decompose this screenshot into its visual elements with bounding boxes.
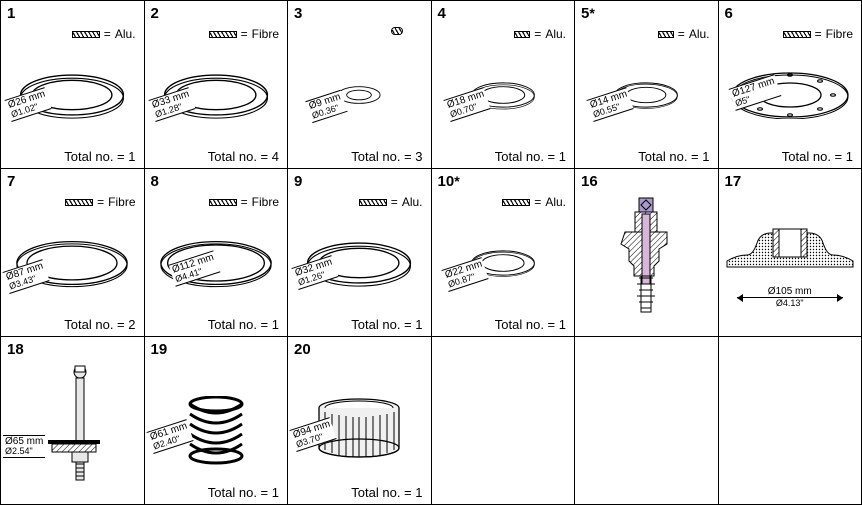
dimension-label: Ø14 mmØ0.55" bbox=[586, 87, 633, 122]
parts-grid: 1 = Alu. Ø26 mmØ1.02" Total no. = 1 2 = … bbox=[0, 0, 862, 505]
dimension-label: Ø22 mmØ0.87" bbox=[441, 257, 488, 292]
blank-cell bbox=[432, 337, 576, 505]
part-number: 16 bbox=[581, 173, 598, 190]
cell-3: 3 Ø9 mmØ0.36" Total no. = 3 bbox=[288, 1, 432, 169]
dimension-label: Ø26 mmØ1.02" bbox=[4, 87, 51, 122]
dimension-label: Ø105 mm Ø4.13" bbox=[737, 286, 844, 308]
cell-7: 7 = Fibre Ø87 mmØ3.43" Total no. = 2 bbox=[1, 169, 145, 337]
cell-10: 10* = Alu. Ø22 mmØ0.87" Total no. = 1 bbox=[432, 169, 576, 337]
dimension-label: Ø33 mmØ1.28" bbox=[148, 87, 195, 122]
hatch-icon bbox=[514, 31, 530, 38]
part-number: 7 bbox=[7, 173, 15, 190]
hatch-icon bbox=[502, 199, 530, 206]
stem-assembly-icon bbox=[42, 364, 102, 484]
part-number: 19 bbox=[151, 341, 168, 358]
cell-19: 19 Ø61 mmØ2.40" Total no. = 1 bbox=[145, 337, 289, 505]
cell-4: 4 = Alu. Ø18 mmØ0.70" Total no. = 1 bbox=[432, 1, 576, 169]
dimension-label: Ø32 mmØ1.26" bbox=[291, 255, 338, 290]
total-count: Total no. = 1 bbox=[208, 485, 279, 500]
hatch-icon bbox=[391, 27, 403, 35]
hatch-icon bbox=[783, 31, 811, 38]
total-count: Total no. = 1 bbox=[638, 149, 709, 164]
hatch-icon bbox=[209, 199, 237, 206]
cell-17: 17 Ø105 mm Ø4.13" bbox=[719, 169, 862, 337]
material-label bbox=[391, 27, 403, 35]
material-label: = Alu. bbox=[502, 195, 566, 209]
material-label: = Fibre bbox=[65, 195, 135, 209]
hatch-icon bbox=[359, 199, 387, 206]
total-count: Total no. = 1 bbox=[495, 149, 566, 164]
hatch-icon bbox=[72, 31, 100, 38]
total-count: Total no. = 1 bbox=[208, 317, 279, 332]
total-count: Total no. = 1 bbox=[64, 149, 135, 164]
cell-18: 18 Ø65 mmØ2.54" bbox=[1, 337, 145, 505]
part-number: 2 bbox=[151, 5, 159, 22]
cell-5: 5* = Alu. Ø14 mmØ0.55" Total no. = 1 bbox=[575, 1, 719, 169]
part-number: 4 bbox=[438, 5, 446, 22]
cell-16: 16 bbox=[575, 169, 719, 337]
total-count: Total no. = 4 bbox=[208, 149, 279, 164]
total-count: Total no. = 3 bbox=[351, 149, 422, 164]
part-number: 20 bbox=[294, 341, 311, 358]
part-number: 17 bbox=[725, 173, 742, 190]
total-count: Total no. = 1 bbox=[782, 149, 853, 164]
cell-8: 8 = Fibre Ø112 mmØ4.41" Total no. = 1 bbox=[145, 169, 289, 337]
blank-cell bbox=[575, 337, 719, 505]
total-count: Total no. = 2 bbox=[64, 317, 135, 332]
material-label: = Fibre bbox=[209, 195, 279, 209]
part-number: 10* bbox=[438, 173, 460, 190]
part-number: 5* bbox=[581, 5, 595, 22]
dimension-label: Ø87 mmØ3.43" bbox=[2, 259, 49, 294]
part-number: 6 bbox=[725, 5, 733, 22]
material-label: = Alu. bbox=[514, 27, 566, 41]
cell-20: 20 Ø94 mmØ3.70" Total no. = 1 bbox=[288, 337, 432, 505]
material-label: = Alu. bbox=[72, 27, 136, 41]
spring-icon bbox=[186, 396, 246, 466]
hatch-icon bbox=[209, 31, 237, 38]
part-number: 18 bbox=[7, 341, 24, 358]
dimension-label: Ø9 mmØ0.36" bbox=[305, 90, 347, 123]
hatch-icon bbox=[658, 31, 674, 38]
part-number: 8 bbox=[151, 173, 159, 190]
cell-2: 2 = Fibre Ø33 mmØ1.28" Total no. = 4 bbox=[145, 1, 289, 169]
part-number: 9 bbox=[294, 173, 302, 190]
total-count: Total no. = 1 bbox=[495, 317, 566, 332]
diaphragm-icon bbox=[725, 221, 855, 291]
cell-6: 6 = Fibre Ø127 mmØ5" Total no. = 1 bbox=[719, 1, 862, 169]
dimension-label: Ø18 mmØ0.70" bbox=[443, 87, 490, 122]
cell-1: 1 = Alu. Ø26 mmØ1.02" Total no. = 1 bbox=[1, 1, 145, 169]
material-label: = Alu. bbox=[658, 27, 710, 41]
blank-cell bbox=[719, 337, 862, 505]
dimension-label: Ø65 mmØ2.54" bbox=[3, 435, 45, 458]
material-label: = Fibre bbox=[783, 27, 853, 41]
material-label: = Alu. bbox=[359, 195, 423, 209]
cell-9: 9 = Alu. Ø32 mmØ1.26" Total no. = 1 bbox=[288, 169, 432, 337]
hatch-icon bbox=[65, 199, 93, 206]
part-number: 1 bbox=[7, 5, 15, 22]
material-label: = Fibre bbox=[209, 27, 279, 41]
total-count: Total no. = 1 bbox=[351, 317, 422, 332]
valve-icon bbox=[617, 196, 675, 316]
total-count: Total no. = 1 bbox=[351, 485, 422, 500]
part-number: 3 bbox=[294, 5, 302, 22]
